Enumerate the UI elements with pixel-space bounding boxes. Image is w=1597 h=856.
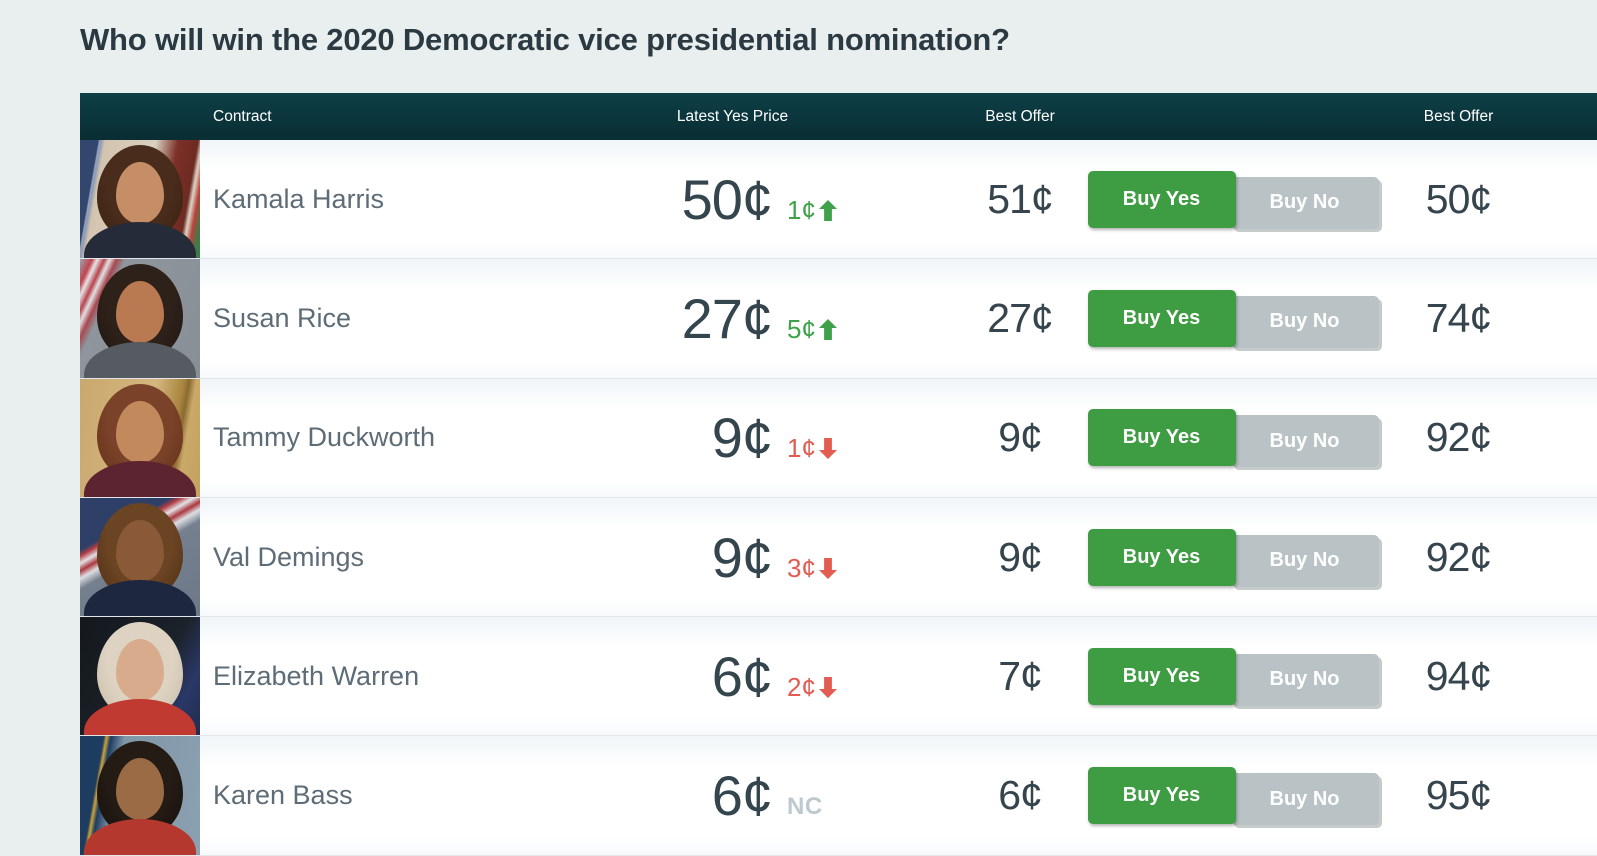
best-offer-no-price: 74¢: [1425, 294, 1492, 341]
arrow-down-icon: [818, 557, 837, 579]
latest-yes-price-cell: 6¢ 2¢: [560, 617, 905, 735]
price-change: 1¢: [772, 195, 837, 226]
header-best-offer-no: Best Offer: [1423, 107, 1494, 125]
price-change: 3¢: [772, 553, 837, 584]
header-best-offer-yes: Best Offer: [985, 107, 1055, 125]
photo-face: [116, 281, 164, 344]
contract-row: Kamala Harris 50¢ 1¢ 51¢ Buy Yes Buy No …: [80, 140, 1597, 260]
header-contract: Contract: [213, 107, 272, 125]
best-offer-no-price: 50¢: [1425, 175, 1492, 222]
price-change-value: 2¢: [787, 671, 816, 702]
buy-no-button[interactable]: Buy No: [1230, 534, 1379, 587]
buy-yes-button[interactable]: Buy Yes: [1087, 170, 1236, 228]
latest-yes-price-cell: 9¢ 3¢: [560, 498, 905, 616]
latest-yes-price-cell: 9¢ 1¢: [560, 379, 905, 497]
best-offer-no-price: 92¢: [1425, 414, 1492, 461]
price-change: 2¢: [772, 672, 837, 703]
latest-yes-price: 50¢: [681, 167, 773, 231]
contract-photo: [80, 378, 200, 497]
price-change-value: 5¢: [787, 313, 816, 344]
trade-buttons: Buy Yes Buy No: [1085, 617, 1381, 735]
arrow-up-icon: [818, 318, 837, 340]
latest-yes-price-cell: 50¢ 1¢: [560, 140, 905, 258]
buy-no-button[interactable]: Buy No: [1230, 295, 1379, 348]
price-change-value: 1¢: [787, 433, 816, 464]
photo-face: [116, 400, 164, 463]
price-change-value: 3¢: [787, 552, 816, 583]
best-offer-yes-price: 7¢: [998, 652, 1043, 699]
best-offer-yes-price: 27¢: [987, 294, 1053, 341]
latest-yes-price: 6¢: [711, 764, 773, 828]
market-table: Contract Latest Yes Price Best Offer Bes…: [80, 93, 1597, 856]
price-change-value: 1¢: [787, 194, 816, 225]
best-offer-yes-price: 6¢: [998, 772, 1043, 819]
best-offer-no-price: 94¢: [1425, 652, 1492, 699]
best-offer-no-price: 95¢: [1425, 772, 1492, 819]
latest-yes-price-cell: 27¢ 5¢: [560, 259, 905, 377]
photo-face: [116, 758, 164, 821]
arrow-down-icon: [818, 438, 837, 460]
contract-row: Susan Rice 27¢ 5¢ 27¢ Buy Yes Buy No 74¢: [80, 259, 1597, 379]
best-offer-yes-price: 51¢: [987, 175, 1053, 222]
price-change: NC: [772, 793, 823, 821]
contract-photo: [80, 497, 200, 617]
buy-yes-button[interactable]: Buy Yes: [1087, 289, 1236, 347]
contract-name: Elizabeth Warren: [213, 660, 420, 691]
trade-buttons: Buy Yes Buy No: [1085, 379, 1381, 497]
latest-yes-price-cell: 6¢ NC: [560, 736, 905, 854]
best-offer-yes-price: 9¢: [998, 533, 1043, 580]
price-change-value: NC: [787, 792, 823, 820]
price-change: 1¢: [772, 433, 837, 464]
buy-no-button[interactable]: Buy No: [1230, 653, 1379, 706]
contract-photo: [80, 259, 200, 378]
latest-yes-price: 9¢: [711, 525, 773, 589]
contract-row: Elizabeth Warren 6¢ 2¢ 7¢ Buy Yes Buy No…: [80, 617, 1597, 737]
contract-name: Tammy Duckworth: [213, 422, 436, 453]
buy-yes-button[interactable]: Buy Yes: [1087, 409, 1236, 467]
contract-photo: [80, 140, 200, 259]
buy-no-button[interactable]: Buy No: [1230, 773, 1379, 826]
contract-row: Karen Bass 6¢ NC 6¢ Buy Yes Buy No 95¢: [80, 736, 1597, 856]
trade-buttons: Buy Yes Buy No: [1085, 498, 1381, 616]
page-title: Who will win the 2020 Democratic vice pr…: [80, 22, 1010, 57]
contract-photo: [80, 617, 200, 736]
contract-name: Susan Rice: [213, 302, 352, 333]
price-change: 5¢: [772, 314, 837, 345]
best-offer-yes-price: 9¢: [998, 414, 1043, 461]
buy-no-button[interactable]: Buy No: [1230, 176, 1379, 229]
contract-row: Tammy Duckworth 9¢ 1¢ 9¢ Buy Yes Buy No …: [80, 378, 1597, 498]
photo-face: [116, 162, 164, 224]
buy-no-button[interactable]: Buy No: [1230, 415, 1379, 468]
contract-row: Val Demings 9¢ 3¢ 9¢ Buy Yes Buy No 92¢: [80, 497, 1597, 618]
market-page: Who will win the 2020 Democratic vice pr…: [0, 19, 1597, 856]
contract-rows: Kamala Harris 50¢ 1¢ 51¢ Buy Yes Buy No …: [80, 140, 1597, 856]
arrow-down-icon: [818, 676, 837, 698]
trade-buttons: Buy Yes Buy No: [1085, 736, 1381, 854]
trade-buttons: Buy Yes Buy No: [1085, 140, 1381, 258]
latest-yes-price: 27¢: [681, 286, 773, 350]
contract-name: Kamala Harris: [213, 183, 385, 214]
photo-face: [116, 639, 164, 702]
best-offer-no-price: 92¢: [1425, 533, 1492, 580]
photo-face: [116, 519, 164, 582]
contract-photo: [80, 736, 200, 855]
contract-name: Val Demings: [213, 541, 365, 572]
trade-buttons: Buy Yes Buy No: [1085, 259, 1381, 377]
buy-yes-button[interactable]: Buy Yes: [1087, 647, 1236, 705]
contract-name: Karen Bass: [213, 780, 353, 811]
buy-yes-button[interactable]: Buy Yes: [1087, 767, 1236, 825]
buy-yes-button[interactable]: Buy Yes: [1087, 528, 1236, 586]
latest-yes-price: 9¢: [711, 406, 773, 470]
table-header-row: Contract Latest Yes Price Best Offer Bes…: [80, 93, 1597, 140]
header-latest-yes-price: Latest Yes Price: [676, 107, 789, 125]
arrow-up-icon: [818, 199, 837, 221]
latest-yes-price: 6¢: [711, 644, 773, 708]
